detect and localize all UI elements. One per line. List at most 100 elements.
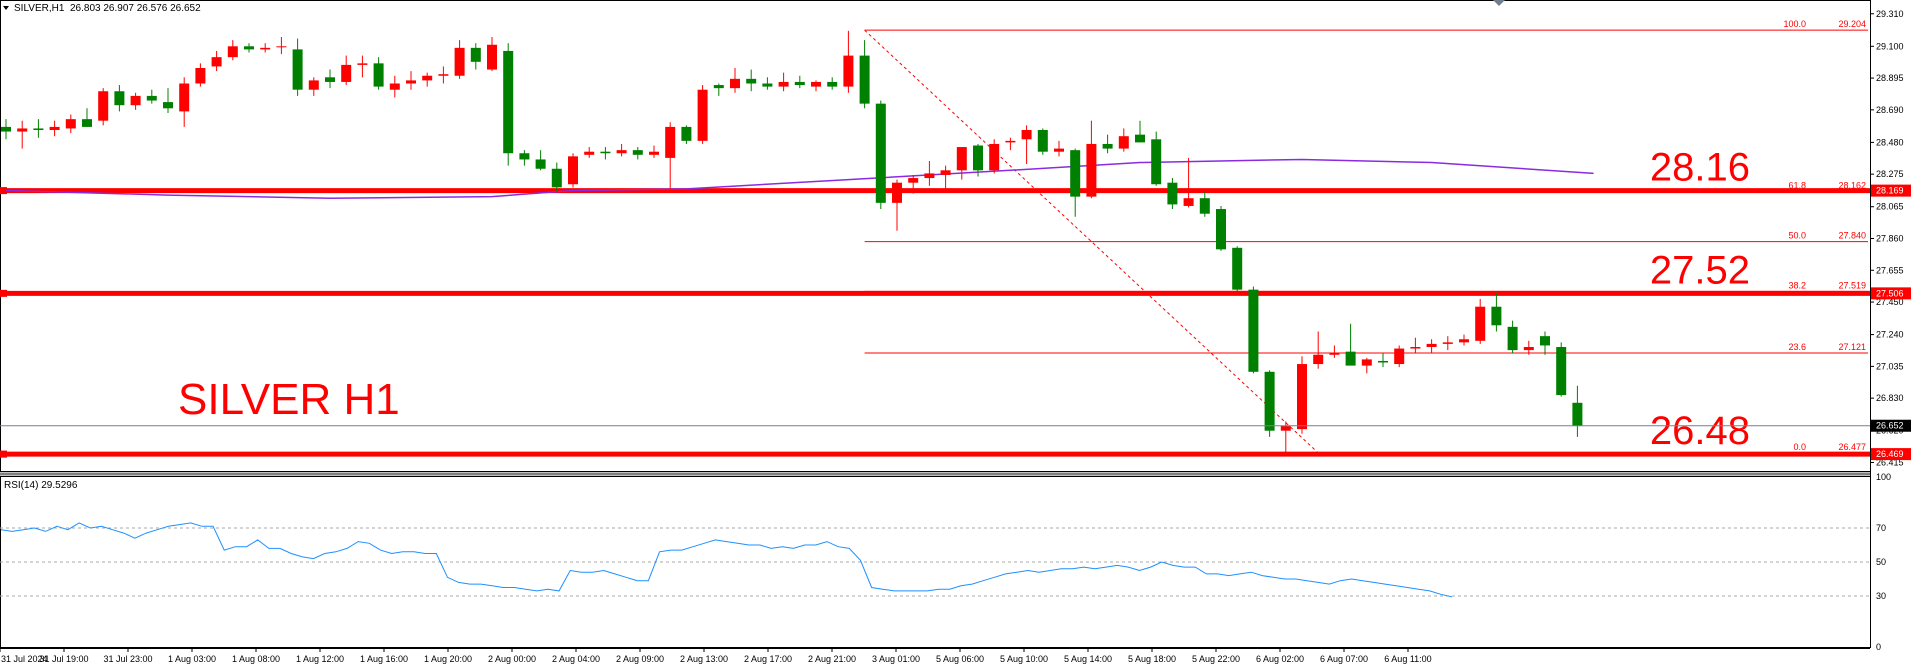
candle[interactable] [487, 37, 497, 72]
candle[interactable] [859, 40, 870, 109]
candle[interactable] [762, 77, 773, 90]
candle[interactable] [1037, 128, 1048, 155]
candle[interactable] [649, 145, 659, 158]
candle[interactable] [1199, 192, 1210, 217]
candle[interactable] [438, 66, 449, 84]
candle[interactable] [1297, 356, 1307, 434]
candle[interactable] [308, 77, 319, 96]
candle[interactable] [1345, 323, 1356, 366]
candle[interactable] [1378, 353, 1388, 368]
candle[interactable] [373, 57, 384, 90]
candle[interactable] [940, 165, 951, 189]
candle[interactable] [341, 55, 352, 86]
level-anchor-handle[interactable] [0, 289, 7, 297]
candle[interactable] [697, 85, 708, 144]
candle[interactable] [1086, 120, 1097, 199]
candle[interactable] [616, 143, 627, 157]
candle[interactable] [1426, 339, 1437, 354]
candle[interactable] [746, 69, 757, 92]
candle[interactable] [989, 139, 1000, 174]
candle[interactable] [1459, 334, 1469, 346]
candle[interactable] [1280, 421, 1291, 453]
candle[interactable] [17, 120, 28, 149]
candle[interactable] [632, 147, 643, 160]
candle[interactable] [114, 85, 125, 112]
candle[interactable] [908, 174, 919, 194]
candle[interactable] [1264, 370, 1275, 437]
candle[interactable] [973, 143, 983, 177]
candle[interactable] [811, 80, 821, 92]
candle[interactable] [568, 153, 578, 188]
level-anchor-handle[interactable] [0, 450, 7, 458]
candle[interactable] [1507, 320, 1518, 354]
candle[interactable] [892, 179, 902, 231]
candle[interactable] [244, 43, 254, 53]
candle[interactable] [1248, 286, 1259, 374]
candle[interactable] [1005, 137, 1016, 151]
candle[interactable] [1118, 128, 1129, 152]
candle[interactable] [713, 83, 724, 96]
candle[interactable] [1183, 157, 1194, 208]
candle[interactable] [65, 114, 76, 134]
candle[interactable] [325, 69, 335, 89]
candle[interactable] [1442, 336, 1453, 351]
candle[interactable] [1102, 134, 1113, 154]
candle[interactable] [292, 38, 303, 96]
candle[interactable] [163, 88, 173, 113]
candle[interactable] [389, 75, 400, 98]
candle[interactable] [827, 77, 838, 90]
horizontal-levels[interactable]: 28.16 27.52 26.48 [0, 146, 1870, 458]
candle[interactable] [1361, 357, 1372, 374]
candle[interactable] [681, 125, 692, 144]
candle[interactable] [519, 150, 530, 166]
candle[interactable] [1, 119, 11, 140]
candle[interactable] [1216, 205, 1226, 251]
candle[interactable] [357, 55, 368, 78]
candle[interactable] [1021, 125, 1032, 165]
level-anchor-handle[interactable] [0, 187, 7, 195]
candle[interactable] [422, 72, 433, 87]
candle[interactable] [1410, 337, 1421, 354]
candle[interactable] [1232, 246, 1243, 292]
candle[interactable] [1135, 120, 1145, 143]
candle[interactable] [1491, 292, 1502, 332]
candle[interactable] [503, 43, 514, 166]
fib-trend-line[interactable] [864, 29, 1319, 454]
candle[interactable] [179, 77, 190, 127]
candle[interactable] [730, 68, 740, 93]
candle[interactable] [778, 72, 789, 92]
candle[interactable] [1167, 178, 1178, 210]
candles[interactable] [1, 30, 1583, 453]
candle[interactable] [1556, 342, 1567, 397]
candle[interactable] [956, 147, 967, 180]
candle[interactable] [1572, 385, 1583, 437]
candle[interactable] [843, 30, 854, 93]
candle[interactable] [535, 150, 546, 171]
candle[interactable] [98, 88, 109, 126]
candle[interactable] [130, 92, 141, 110]
candle[interactable] [195, 63, 206, 87]
candle[interactable] [600, 147, 611, 160]
candle[interactable] [82, 108, 92, 127]
candle[interactable] [551, 162, 562, 192]
candle[interactable] [470, 43, 481, 70]
candle[interactable] [33, 119, 44, 138]
candle[interactable] [1313, 331, 1324, 369]
candle[interactable] [146, 89, 157, 104]
chevron-down-icon[interactable] [3, 6, 9, 10]
candle[interactable] [875, 100, 886, 210]
candle[interactable] [406, 71, 416, 90]
candle[interactable] [794, 75, 805, 89]
fibonacci-retracement[interactable]: 100.0 29.204 61.8 28.162 50.0 27.840 38.2 27.51… [864, 19, 1868, 454]
candle[interactable] [1070, 148, 1081, 217]
candle[interactable] [227, 40, 238, 61]
candle[interactable] [276, 37, 287, 55]
candle[interactable] [1475, 298, 1486, 344]
candle[interactable] [1523, 340, 1534, 355]
candle[interactable] [211, 50, 222, 72]
candle[interactable] [924, 161, 935, 186]
candle[interactable] [1329, 345, 1340, 358]
price-axis[interactable]: 29.310 29.100 28.895 28.690 28.480 28.275 28.0… [1870, 9, 1911, 468]
